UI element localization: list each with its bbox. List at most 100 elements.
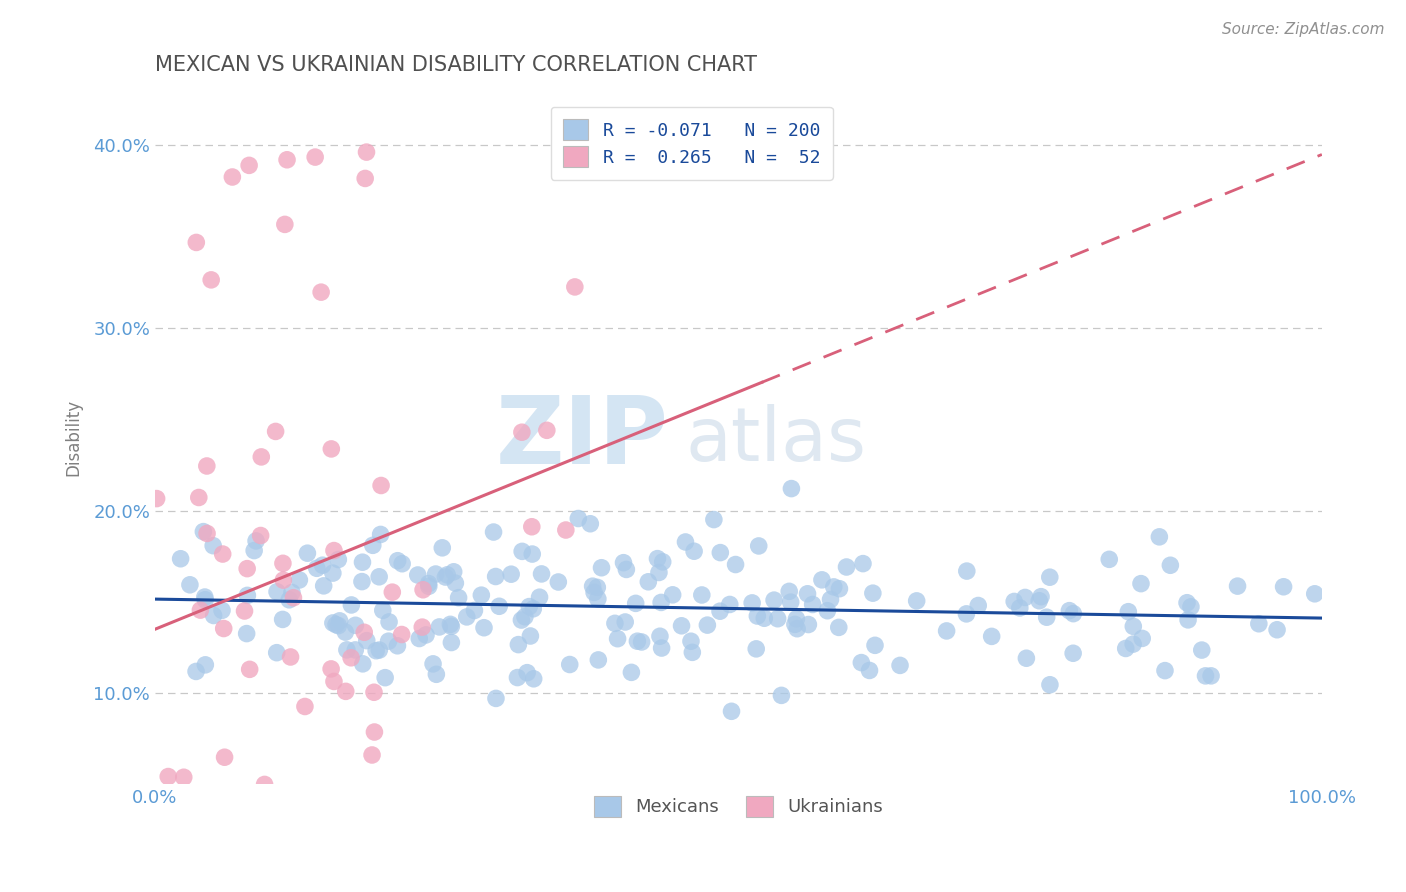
Point [718, 598, 741, 612]
Point [1015, 651, 1038, 665]
Point [523, 672, 546, 686]
Point [354, 171, 377, 186]
Point [193, 524, 215, 539]
Point [321, 442, 343, 456]
Y-axis label: Disability: Disability [65, 399, 82, 476]
Point [309, 285, 332, 300]
Point [387, 554, 409, 568]
Point [485, 691, 508, 706]
Point [243, 543, 266, 558]
Point [828, 620, 851, 634]
Point [253, 777, 276, 791]
Point [344, 643, 367, 657]
Point [703, 512, 725, 526]
Point [145, 491, 167, 506]
Point [1118, 605, 1140, 619]
Point [905, 594, 928, 608]
Point [440, 635, 463, 649]
Point [294, 699, 316, 714]
Point [1122, 619, 1144, 633]
Point [336, 643, 359, 657]
Point [245, 533, 267, 548]
Point [741, 596, 763, 610]
Point [1014, 591, 1036, 605]
Point [614, 615, 637, 629]
Point [304, 150, 326, 164]
Point [770, 689, 793, 703]
Point [470, 588, 492, 602]
Point [1062, 607, 1084, 621]
Point [648, 629, 671, 643]
Point [278, 592, 301, 607]
Point [1194, 669, 1216, 683]
Point [671, 619, 693, 633]
Point [1122, 637, 1144, 651]
Point [1177, 613, 1199, 627]
Point [720, 704, 742, 718]
Point [391, 627, 413, 641]
Point [650, 595, 672, 609]
Point [778, 584, 800, 599]
Text: MEXICAN VS UKRAINIAN DISABILITY CORRELATION CHART: MEXICAN VS UKRAINIAN DISABILITY CORRELAT… [155, 55, 756, 75]
Point [425, 567, 447, 582]
Point [184, 665, 207, 679]
Point [709, 604, 731, 618]
Point [1062, 646, 1084, 660]
Point [863, 638, 886, 652]
Point [408, 632, 430, 646]
Point [581, 579, 603, 593]
Point [434, 570, 457, 584]
Point [340, 598, 363, 612]
Point [1115, 641, 1137, 656]
Point [485, 569, 508, 583]
Point [1159, 558, 1181, 573]
Point [780, 482, 803, 496]
Point [586, 581, 609, 595]
Point [591, 560, 613, 574]
Point [862, 586, 884, 600]
Point [361, 747, 384, 762]
Point [506, 671, 529, 685]
Point [366, 644, 388, 658]
Point [482, 524, 505, 539]
Point [238, 158, 260, 172]
Point [352, 555, 374, 569]
Point [517, 599, 540, 614]
Point [661, 588, 683, 602]
Point [363, 685, 385, 699]
Point [443, 565, 465, 579]
Point [322, 615, 344, 630]
Point [681, 645, 703, 659]
Point [297, 546, 319, 560]
Point [801, 598, 824, 612]
Point [305, 561, 328, 575]
Point [472, 621, 495, 635]
Point [811, 573, 834, 587]
Point [529, 591, 551, 605]
Point [626, 634, 648, 648]
Point [513, 609, 536, 624]
Point [418, 579, 440, 593]
Point [335, 625, 357, 640]
Point [748, 539, 770, 553]
Point [724, 558, 747, 572]
Point [586, 591, 609, 606]
Point [432, 541, 454, 555]
Point [1098, 552, 1121, 566]
Point [696, 618, 718, 632]
Point [588, 653, 610, 667]
Point [709, 546, 731, 560]
Point [190, 603, 212, 617]
Point [194, 592, 217, 607]
Point [564, 280, 586, 294]
Point [956, 564, 979, 578]
Point [783, 617, 806, 632]
Point [797, 617, 820, 632]
Point [796, 587, 818, 601]
Point [356, 145, 378, 160]
Point [363, 725, 385, 739]
Point [371, 603, 394, 617]
Point [311, 558, 333, 573]
Point [554, 523, 576, 537]
Point [1002, 594, 1025, 608]
